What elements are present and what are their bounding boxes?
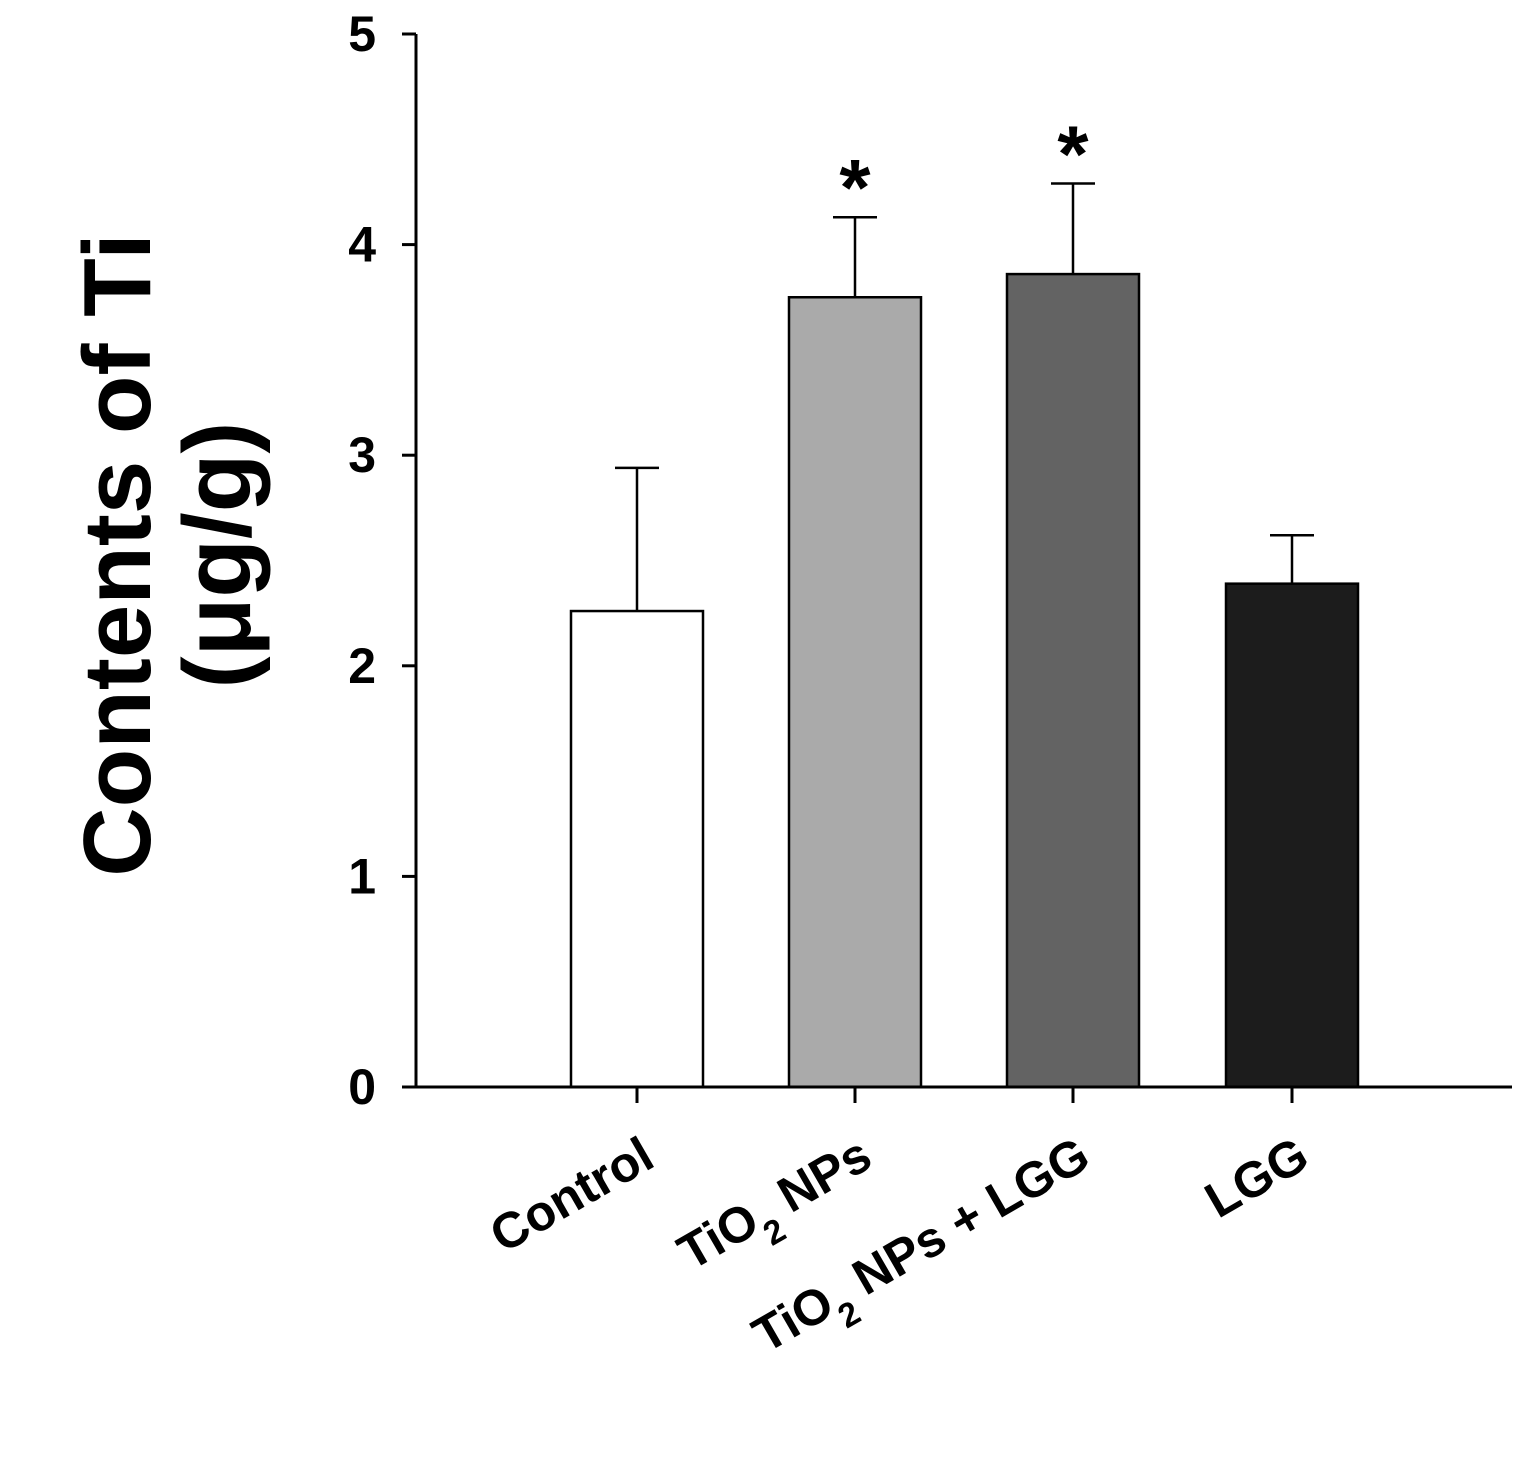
bar [1224, 582, 1360, 1089]
y-tick-label: 0 [348, 1059, 376, 1115]
y-tick-label: 4 [348, 217, 376, 273]
y-axis: 0 1 2 3 4 5 [348, 6, 418, 1115]
y-tick-label: 2 [348, 638, 376, 694]
bar [1005, 272, 1141, 1089]
y-axis-title-line-1: Contents of Ti [64, 233, 171, 877]
y-axis-title-line-2: (μg/g) [164, 422, 271, 689]
y-tick-label: 3 [348, 427, 376, 483]
x-tick-label: Control [481, 1126, 663, 1263]
significance-marker: * [839, 143, 871, 232]
bar [569, 609, 705, 1089]
significance-marker: * [1057, 110, 1089, 199]
bar [787, 296, 923, 1089]
bars: * * [569, 110, 1360, 1089]
x-tick-label: LGG [1196, 1126, 1318, 1229]
y-tick-label: 1 [348, 848, 376, 904]
y-tick-label: 5 [348, 6, 376, 62]
y-axis-title: Contents of Ti (μg/g) [64, 233, 271, 877]
